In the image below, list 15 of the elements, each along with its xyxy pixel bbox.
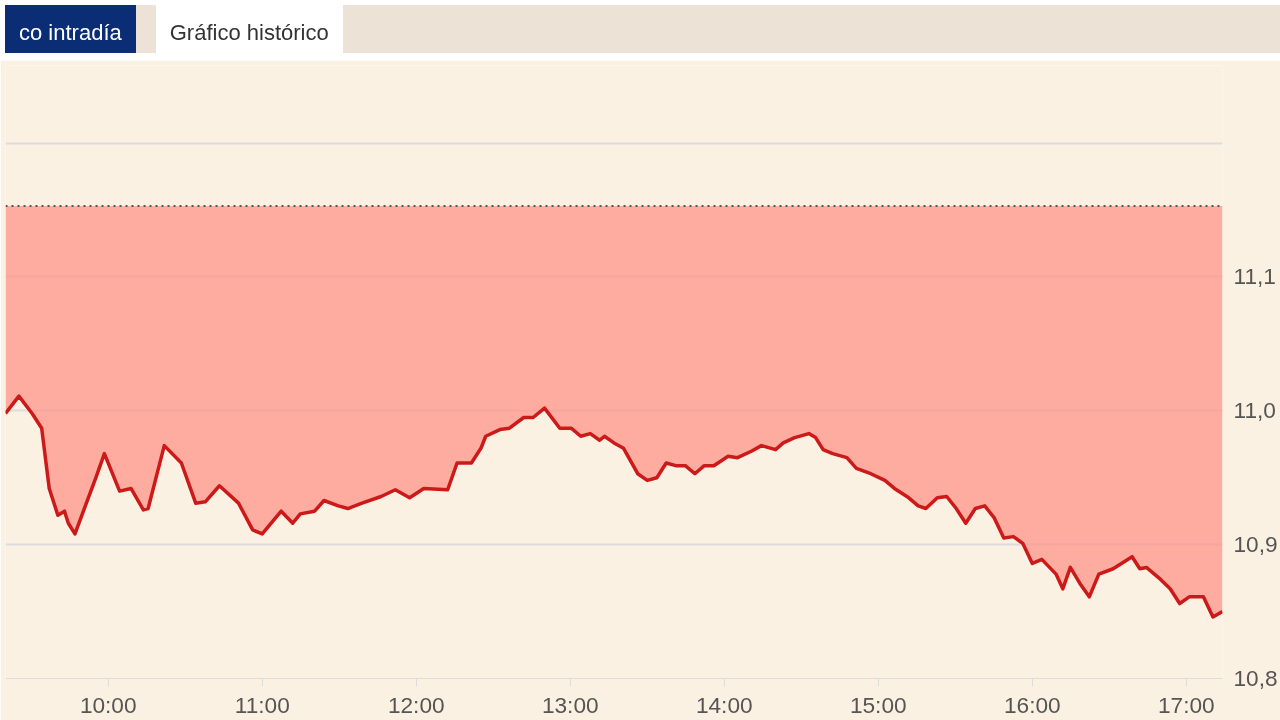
y-tick-label: 11,1 xyxy=(1233,263,1276,290)
y-tick-label: 10,9 xyxy=(1233,531,1278,558)
x-tick-label: 13:00 xyxy=(541,691,599,718)
line-series xyxy=(5,394,1223,619)
x-tick-label: 10:00 xyxy=(79,691,137,718)
x-tick-label: 12:00 xyxy=(387,691,445,718)
y-tick-label: 11,0 xyxy=(1233,397,1276,424)
x-tick-label: 16:00 xyxy=(1003,691,1061,718)
x-tick-label: 17:00 xyxy=(1157,691,1215,718)
text: Gráfico histórico xyxy=(168,19,330,47)
x-tick-label: 14:00 xyxy=(695,691,753,718)
y-tick-label: 10,8 xyxy=(1233,665,1278,691)
x-tick-label: 11:00 xyxy=(234,691,290,718)
text: co intradía xyxy=(18,19,123,47)
x-tick-label: 15:00 xyxy=(849,691,907,718)
